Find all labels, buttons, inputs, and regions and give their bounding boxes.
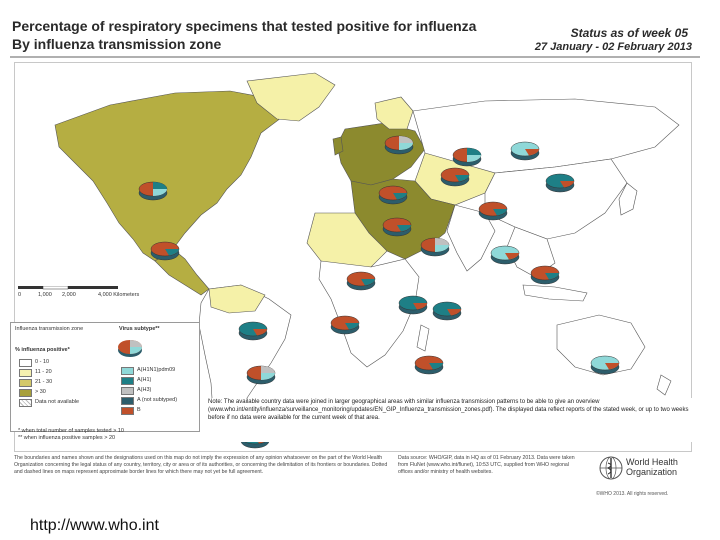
legend-subtype-swatch-3 (121, 397, 134, 405)
pie-layer (138, 135, 620, 449)
legend-virus-label: Virus subtype** (119, 326, 160, 332)
pie-marker (246, 365, 276, 385)
who-name: World Health Organization (626, 457, 678, 477)
pie-marker (590, 355, 620, 375)
pie-marker (490, 245, 520, 265)
footnote-2: ** when influenza positive samples > 20 (18, 435, 116, 441)
legend-subtype-swatch-1 (121, 377, 134, 385)
status-week: Status as of week 05 (570, 26, 688, 40)
legend-subtype-label: A(H1N1)pdm09 (137, 367, 176, 373)
legend-subtype-swatch-0 (121, 367, 134, 375)
pie-marker (452, 147, 482, 167)
pie-marker (478, 201, 508, 221)
pie-marker (382, 217, 412, 237)
map-subtitle: By influenza transmission zone (12, 36, 222, 52)
pie-marker (398, 295, 428, 315)
scale-tick-2: 2,000 (62, 292, 76, 298)
scandinavia (374, 96, 414, 130)
legend-zone-label: Influenza transmission zone (15, 326, 84, 332)
indonesia (522, 284, 588, 302)
legend-bin-swatch-3 (19, 389, 32, 397)
pie-marker (150, 241, 180, 261)
pie-marker (238, 321, 268, 341)
pie-marker (440, 167, 470, 187)
who-emblem-icon (599, 456, 623, 480)
greenland (246, 72, 336, 122)
legend-positive-label: % influenza positive* (15, 347, 70, 353)
pie-marker (510, 141, 540, 161)
status-dates: 27 January - 02 February 2013 (534, 41, 692, 53)
scale-tick-3: 4,000 Kilometers (98, 292, 140, 298)
pie-marker (330, 315, 360, 335)
footnote-1: * when total number of samples tested > … (18, 428, 124, 434)
legend-subtype-label: A(H3) (137, 387, 152, 393)
pie-marker (414, 355, 444, 375)
japan (618, 182, 638, 216)
australia (556, 314, 646, 376)
legend-bin-swatch-1 (19, 369, 32, 377)
north-america (54, 90, 286, 262)
legend-bin-label: > 30 (35, 389, 46, 395)
world-map (54, 72, 680, 449)
map-title: Percentage of respiratory specimens that… (12, 18, 477, 34)
legend-bin-swatch-0 (19, 359, 32, 367)
pie-marker (346, 271, 376, 291)
pie-marker (530, 265, 560, 285)
scale-bar: 0 1,000 2,000 4,000 Kilometers (18, 285, 139, 300)
pie-marker (545, 173, 575, 193)
legend-bin-label: 0 - 10 (35, 359, 50, 365)
legend-subtype-swatch-2 (121, 387, 134, 395)
pie-marker (384, 135, 414, 155)
legend-subtype-label: A (not subtyped) (137, 397, 178, 403)
who-name-line2: Organization (626, 467, 678, 477)
uk (332, 136, 344, 156)
legend-bin-swatch-2 (19, 379, 32, 387)
pie-marker (378, 185, 408, 205)
legend-bin-label: 11 - 20 (35, 369, 52, 375)
footer: The boundaries and names shown and the d… (14, 455, 704, 505)
madagascar (416, 324, 430, 352)
europe (336, 122, 426, 186)
legend-pie-icon (118, 340, 142, 357)
data-source: Data source: WHO/GIP, data in HQ as of 0… (398, 455, 575, 475)
who-name-line1: World Health (626, 457, 678, 467)
pie-marker (432, 301, 462, 321)
new-zealand (656, 374, 672, 396)
legend-bin-label: Data not available (35, 399, 80, 405)
copyright: ©WHO 2013. All rights reserved. (596, 491, 669, 497)
source-url[interactable]: http://www.who.int (30, 517, 159, 534)
map-notes: Note: The available country data were jo… (208, 398, 696, 442)
scale-tick-0: 0 (18, 292, 22, 298)
legend-subtype-swatch-4 (121, 407, 134, 415)
legend-bin-label: 21 - 30 (35, 379, 53, 385)
pie-marker (138, 181, 168, 201)
footnotes: * when total number of samples tested > … (18, 428, 124, 442)
legend-bin-swatch-4 (19, 399, 32, 407)
who-logo-block: World Health Organization ©WHO 2013. All… (596, 455, 706, 505)
south-america-north (208, 284, 266, 314)
legend: Influenza transmission zone Virus subtyp… (10, 322, 200, 432)
disclaimer: The boundaries and names shown and the d… (14, 455, 388, 475)
scale-tick-1: 1,000 (38, 292, 52, 298)
header-divider (10, 56, 700, 58)
legend-subtype-label: B (137, 407, 141, 413)
pie-marker (420, 237, 450, 257)
legend-subtype-label: A(H1) (137, 377, 152, 383)
africa (318, 258, 420, 368)
